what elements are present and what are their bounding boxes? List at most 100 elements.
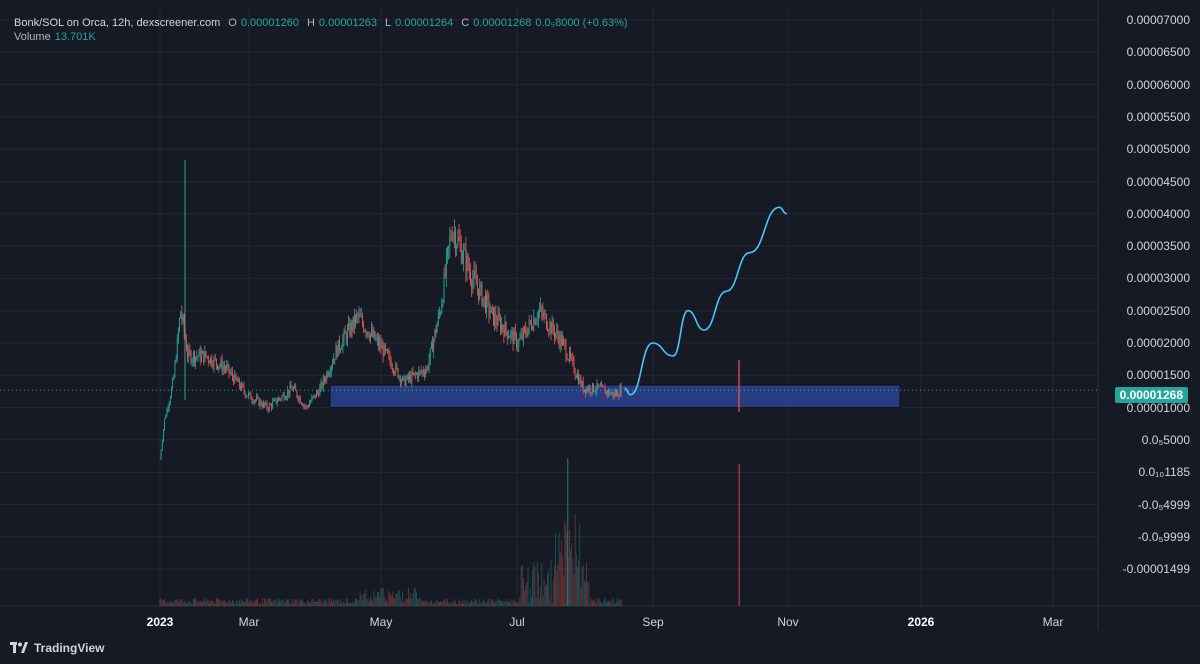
candle-body [178,330,179,338]
candle-body [271,404,272,408]
candle-body [560,335,562,346]
tradingview-brand[interactable]: TradingView [10,641,104,655]
candle-body [213,357,215,368]
volume-bar [366,599,368,606]
candle-body [351,322,353,331]
candle-body [305,406,307,407]
candle-body [197,356,199,357]
volume-bar [463,603,464,606]
volume-bar [410,593,412,606]
candle-body [340,349,341,351]
volume-bar [197,601,199,606]
candle-body [373,331,375,337]
candle-body [521,334,523,339]
candle-body [381,345,383,349]
candle-body [593,383,594,392]
volume-bar [250,600,252,606]
candle-body [612,392,614,397]
volume-bar [362,601,363,606]
volume-bar [402,590,404,606]
volume-bar [220,601,222,606]
candle-body [405,379,407,386]
candle-body [489,312,491,314]
candle-body [198,350,200,357]
volume-bar [322,598,324,606]
volume-bar [408,587,409,606]
price-tick-label: -0.00001499 [1122,562,1190,577]
candle-body [183,317,185,333]
volume-bar [597,601,599,606]
candle-body [445,254,447,276]
candle-body [556,330,558,334]
volume-bar [387,603,389,606]
volume-bar [536,561,538,606]
volume-bar [539,598,540,606]
volume-value: 13.701K [54,31,96,43]
volume-bar [521,565,523,606]
volume-bar [562,556,563,606]
candle-body [186,340,187,351]
volume-bar [575,553,577,606]
volume-bar [201,601,202,606]
volume-bar [266,601,268,606]
candle-body [219,365,221,367]
candle-body [615,392,616,396]
volume-bar [518,601,520,606]
candle-body [187,350,188,357]
candle-body [304,405,306,407]
candle-body [212,364,214,368]
candle-body [602,385,604,387]
candle-body [436,324,438,333]
volume-bar [412,593,414,606]
candle-body [329,371,331,374]
volume-bar [508,602,509,606]
volume-bar [550,560,552,606]
candle-body [549,322,551,331]
candle-body [517,346,519,347]
price-tick-label: 0.00001000 [1126,400,1190,415]
volume-bar [617,598,619,606]
candle-body [488,298,490,314]
candle-body [227,364,229,366]
candle-body [519,337,521,341]
candle-body [409,375,410,379]
price-tick-label: 0.0₅5000 [1141,432,1190,447]
volume-bar [608,600,609,606]
volume-bar [596,598,598,606]
candle-body [611,392,613,394]
volume-bar [404,601,406,606]
candle-body [411,372,413,383]
candle-body [468,268,470,273]
volume-bar [405,597,407,606]
candle-body [385,344,386,350]
volume-bar [451,603,453,606]
volume-bar [403,602,405,606]
candle-body [585,389,586,393]
volume-bar [274,600,276,606]
volume-bar [347,599,348,606]
candle-body [570,351,571,358]
candle-body [327,372,329,377]
volume-bar [270,598,271,606]
candle-body [288,390,290,395]
candle-body [367,332,369,337]
volume-bar [478,603,479,606]
volume-bar [199,600,201,606]
volume-bar [447,598,448,606]
candle-body [496,322,498,326]
volume-bar [376,591,378,606]
candle-body [487,295,489,299]
candle-body [610,393,612,395]
volume-bar [245,598,247,606]
candle-body [179,318,180,331]
volume-bar [470,602,471,606]
volume-bar [610,600,612,606]
candle-body [598,385,600,387]
candle-body [267,408,269,411]
candle-body [347,328,348,341]
volume-bar [195,598,197,606]
candle-body [215,358,217,365]
volume-bar [196,601,198,606]
